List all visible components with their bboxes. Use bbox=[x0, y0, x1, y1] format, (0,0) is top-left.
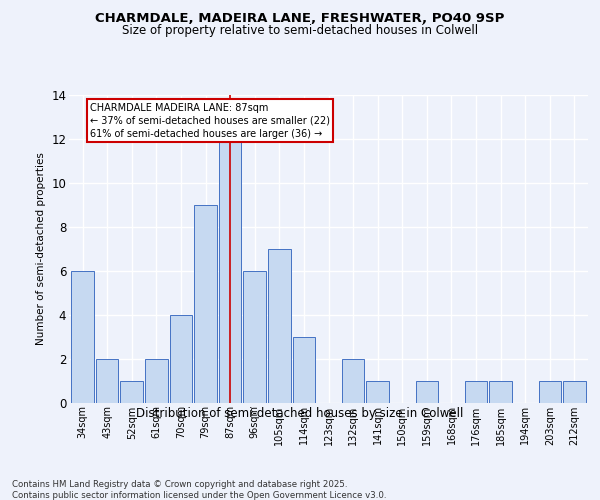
Bar bbox=[96, 358, 118, 403]
Bar bbox=[490, 380, 512, 402]
Bar bbox=[71, 270, 94, 402]
Text: CHARMDALE, MADEIRA LANE, FRESHWATER, PO40 9SP: CHARMDALE, MADEIRA LANE, FRESHWATER, PO4… bbox=[95, 12, 505, 26]
Y-axis label: Number of semi-detached properties: Number of semi-detached properties bbox=[35, 152, 46, 345]
Bar bbox=[219, 139, 241, 402]
Text: Distribution of semi-detached houses by size in Colwell: Distribution of semi-detached houses by … bbox=[136, 408, 464, 420]
Bar bbox=[539, 380, 561, 402]
Text: Contains HM Land Registry data © Crown copyright and database right 2025.
Contai: Contains HM Land Registry data © Crown c… bbox=[12, 480, 386, 500]
Text: CHARMDALE MADEIRA LANE: 87sqm
← 37% of semi-detached houses are smaller (22)
61%: CHARMDALE MADEIRA LANE: 87sqm ← 37% of s… bbox=[90, 102, 330, 139]
Bar bbox=[342, 358, 364, 403]
Bar bbox=[367, 380, 389, 402]
Bar bbox=[121, 380, 143, 402]
Bar bbox=[465, 380, 487, 402]
Bar bbox=[145, 358, 167, 403]
Bar bbox=[244, 270, 266, 402]
Bar bbox=[293, 336, 315, 402]
Bar bbox=[170, 314, 192, 402]
Bar bbox=[563, 380, 586, 402]
Bar bbox=[268, 249, 290, 402]
Bar bbox=[194, 205, 217, 402]
Text: Size of property relative to semi-detached houses in Colwell: Size of property relative to semi-detach… bbox=[122, 24, 478, 37]
Bar bbox=[416, 380, 438, 402]
